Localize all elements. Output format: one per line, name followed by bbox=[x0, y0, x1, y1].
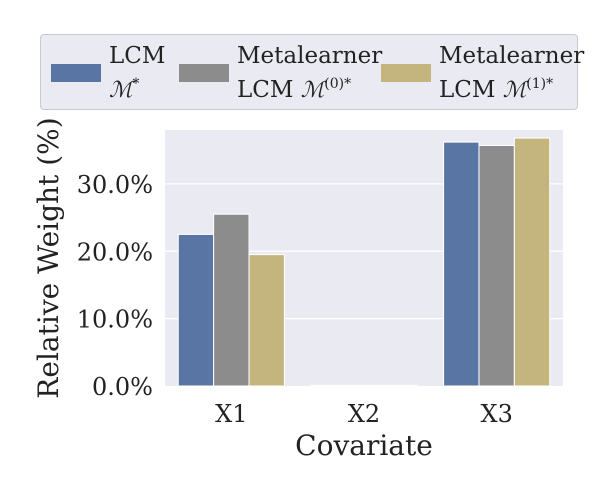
legend-item-metalearner-0: Metalearner LCM ℳ(0)* bbox=[179, 35, 382, 111]
bar-x2-series-0 bbox=[310, 384, 347, 387]
y-tick-labels: 0.0% 10.0% 20.0% 30.0% bbox=[77, 171, 153, 401]
bar-x3-series-0 bbox=[443, 141, 480, 387]
y-tick-label: 30.0% bbox=[77, 171, 153, 199]
legend-swatch-lcm bbox=[51, 64, 101, 82]
legend-label-lcm: LCM bbox=[109, 42, 166, 69]
y-tick-label: 20.0% bbox=[77, 238, 153, 266]
x-tick-label: X3 bbox=[480, 400, 512, 428]
bar-x1-series-1 bbox=[213, 213, 250, 387]
bars bbox=[177, 137, 551, 387]
x-tick-labels: X1 X2 X3 bbox=[215, 400, 513, 428]
x-tick-label: X1 bbox=[215, 400, 247, 428]
y-tick-label: 10.0% bbox=[77, 306, 153, 334]
legend-math-lcm: ℳ bbox=[109, 77, 133, 103]
x-axis-label: Covariate bbox=[295, 429, 433, 462]
bar-x1-series-2 bbox=[248, 254, 285, 387]
legend-label-metalearner-1: Metalearner bbox=[439, 42, 585, 69]
y-tick-label: 0.0% bbox=[92, 373, 153, 401]
legend-swatch-metalearner-0 bbox=[179, 64, 229, 82]
legend-item-lcm: LCM ℳ* bbox=[51, 35, 165, 111]
legend: LCM ℳ* Metalearner LCM ℳ(0)* Metalearner… bbox=[40, 34, 584, 111]
bar-x3-series-1 bbox=[478, 144, 515, 387]
legend-item-metalearner-1: Metalearner LCM ℳ(1)* bbox=[381, 35, 584, 111]
legend-swatch-metalearner-1 bbox=[381, 64, 431, 82]
y-axis-label: Relative Weight (%) bbox=[32, 117, 65, 398]
x-tick-label: X2 bbox=[348, 400, 380, 428]
bar-x1-series-0 bbox=[177, 233, 215, 387]
bar-x2-series-1 bbox=[345, 384, 383, 387]
legend-label-metalearner-0: Metalearner bbox=[237, 42, 383, 69]
bar-x3-series-2 bbox=[513, 137, 551, 387]
bar-x2-series-2 bbox=[381, 384, 418, 387]
